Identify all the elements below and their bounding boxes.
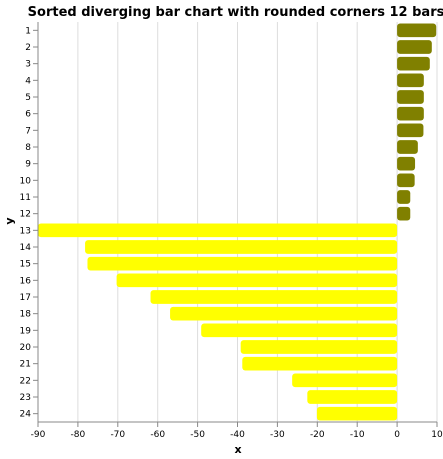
bar-19: [201, 323, 398, 338]
x-tick-label: -20: [310, 430, 325, 440]
y-tick-label: 20: [20, 343, 32, 353]
y-tick-label: 17: [20, 293, 31, 303]
y-tick-label: 13: [20, 226, 31, 236]
y-tick-label: 18: [20, 310, 32, 320]
bar-16: [116, 273, 398, 288]
y-tick-label: 15: [20, 260, 31, 270]
bar-17: [150, 290, 398, 304]
axes-layer: -90 -80 -70 -60 -50 -40 -30 -20 -10 0 101234567891…: [20, 22, 443, 440]
bar-12: [397, 206, 411, 221]
y-tick-label: 21: [20, 360, 31, 370]
y-tick-label: 6: [25, 110, 31, 120]
bar-10: [397, 173, 415, 188]
bar-4: [397, 73, 424, 88]
y-tick-label: 2: [25, 43, 31, 53]
y-tick-label: 8: [25, 143, 31, 153]
y-tick-label: 11: [20, 193, 31, 203]
bar-9: [397, 156, 416, 171]
bar-21: [242, 356, 398, 371]
y-tick-label: 22: [20, 376, 31, 386]
y-tick-label: 12: [20, 210, 31, 220]
bars-layer: [38, 23, 437, 421]
y-tick-label: 16: [20, 276, 32, 286]
chart-title: Sorted diverging bar chart with rounded …: [28, 5, 443, 20]
y-tick-label: 5: [25, 93, 31, 103]
bar-5: [397, 90, 424, 104]
y-tick-label: 10: [20, 176, 32, 186]
bar-7: [397, 123, 424, 138]
y-tick-label: 3: [25, 60, 31, 70]
x-axis-title: x: [234, 443, 241, 456]
bar-3: [397, 56, 430, 71]
bar-20: [240, 340, 398, 354]
y-tick-label: 23: [20, 393, 31, 403]
bar-15: [87, 256, 398, 271]
bar-23: [307, 390, 398, 404]
x-tick-label: -80: [71, 430, 86, 440]
x-tick-label: -50: [190, 430, 205, 440]
x-tick-label: -30: [270, 430, 285, 440]
bar-14: [85, 240, 398, 254]
y-axis-title: y: [3, 217, 16, 224]
y-tick-label: 19: [20, 326, 32, 336]
x-tick-label: -10: [350, 430, 365, 440]
x-tick-label: -60: [150, 430, 165, 440]
bar-13: [38, 223, 398, 238]
bar-11: [397, 190, 411, 204]
bar-18: [170, 306, 398, 321]
y-tick-label: 14: [20, 243, 32, 253]
x-tick-label: 0: [394, 430, 400, 440]
bar-6: [397, 106, 424, 121]
bar-22: [292, 373, 398, 388]
grid-layer: [37, 22, 438, 422]
x-tick-label: -70: [110, 430, 125, 440]
x-tick-label: -90: [31, 430, 46, 440]
y-tick-label: 9: [25, 160, 31, 170]
x-tick-label: 10: [431, 430, 443, 440]
y-tick-label: 7: [25, 126, 31, 136]
y-tick-label: 4: [25, 76, 31, 86]
y-tick-label: 24: [20, 410, 32, 420]
bar-24: [316, 406, 398, 421]
x-tick-label: -40: [230, 430, 245, 440]
bar-1: [397, 23, 437, 38]
bar-8: [397, 140, 418, 154]
bar-2: [397, 40, 432, 54]
y-tick-label: 1: [25, 26, 31, 36]
